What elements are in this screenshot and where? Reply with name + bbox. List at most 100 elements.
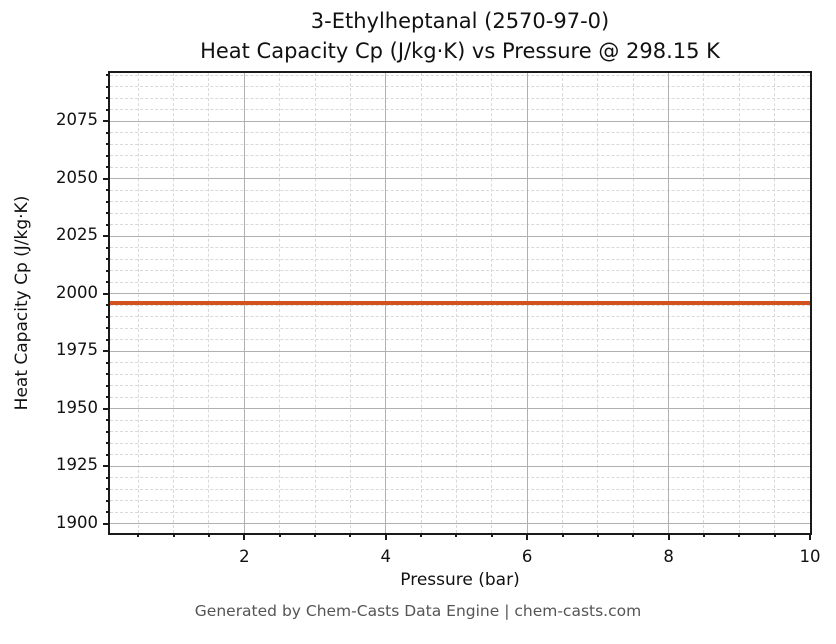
tick-y-minor [106, 246, 110, 249]
x-tick-label: 10 [799, 547, 821, 566]
gridline-y-minor [110, 258, 810, 260]
tick-x-minor [278, 533, 281, 537]
tick-y-minor [106, 384, 110, 387]
y-tick-label: 2000 [56, 282, 98, 302]
chart-title-line1: 3-Ethylheptanal (2570-97-0) [310, 9, 610, 33]
tick-x-minor [738, 533, 741, 537]
y-tick-label: 2025 [56, 225, 98, 245]
gridline-y-minor [110, 143, 810, 145]
gridline-y-minor [110, 281, 810, 283]
tick-y-minor [106, 453, 110, 456]
y-tick-label: 1925 [56, 455, 98, 475]
gridline-y-minor [110, 155, 810, 157]
gridline-y-minor [110, 247, 810, 249]
tick-x-minor [172, 533, 175, 537]
gridline-y-minor [110, 488, 810, 490]
tick-y-minor [106, 131, 110, 134]
tick-y-minor [106, 315, 110, 318]
gridline-y-major [110, 465, 810, 467]
tick-x-major [667, 533, 670, 540]
tick-y-minor [106, 442, 110, 445]
tick-y-major [103, 292, 110, 295]
tick-x-minor [455, 533, 458, 537]
tick-x-minor [702, 533, 705, 537]
gridline-y-major [110, 178, 810, 180]
gridline-y-major [110, 120, 810, 122]
tick-x-minor [207, 533, 210, 537]
tick-y-minor [106, 281, 110, 284]
x-tick-label: 2 [239, 547, 250, 566]
y-tick-label: 2050 [56, 167, 98, 187]
gridline-y-minor [110, 86, 810, 88]
gridline-y-minor [110, 500, 810, 502]
tick-y-minor [106, 97, 110, 100]
gridline-y-minor [110, 339, 810, 341]
tick-y-major [103, 120, 110, 123]
gridline-y-minor [110, 201, 810, 203]
gridline-y-minor [110, 132, 810, 134]
tick-x-major [384, 533, 387, 540]
tick-x-minor [632, 533, 635, 537]
tick-y-minor [106, 327, 110, 330]
footer-credit: Generated by Chem-Casts Data Engine | ch… [194, 602, 642, 620]
tick-x-minor [349, 533, 352, 537]
gridline-y-minor [110, 373, 810, 375]
y-axis-label: Heat Capacity Cp (J/kg·K) [12, 195, 32, 411]
gridline-y-minor [110, 442, 810, 444]
gridline-y-major [110, 350, 810, 352]
tick-y-minor [106, 85, 110, 88]
tick-y-minor [106, 258, 110, 261]
gridline-y-major [110, 235, 810, 237]
tick-y-minor [106, 499, 110, 502]
tick-y-minor [106, 373, 110, 376]
tick-y-major [103, 465, 110, 468]
tick-y-minor [106, 338, 110, 341]
gridline-y-minor [110, 166, 810, 168]
data-line-series [668, 301, 810, 305]
tick-y-minor [106, 488, 110, 491]
gridline-y-minor [110, 396, 810, 398]
tick-y-minor [106, 361, 110, 364]
gridline-y-minor [110, 224, 810, 226]
tick-y-minor [106, 189, 110, 192]
gridline-y-minor [110, 454, 810, 456]
tick-y-major [103, 522, 110, 525]
gridline-y-minor [110, 327, 810, 329]
tick-y-major [103, 177, 110, 180]
gridline-y-minor [110, 189, 810, 191]
gridline-y-major [110, 293, 810, 295]
tick-y-minor [106, 269, 110, 272]
x-tick-label: 4 [380, 547, 392, 566]
gridline-y-minor [110, 511, 810, 513]
data-line-series [385, 301, 528, 305]
gridline-y-minor [110, 477, 810, 479]
data-line-series [244, 301, 386, 305]
gridline-y-minor [110, 362, 810, 364]
gridline-y-minor [110, 74, 810, 76]
tick-y-minor [106, 511, 110, 514]
tick-x-major [526, 533, 529, 540]
tick-y-major [103, 407, 110, 410]
tick-y-major [103, 350, 110, 353]
gridline-y-minor [110, 97, 810, 99]
tick-y-minor [106, 74, 110, 77]
tick-y-minor [106, 476, 110, 479]
gridline-y-major [110, 408, 810, 410]
tick-y-minor [106, 396, 110, 399]
gridline-y-minor [110, 431, 810, 433]
data-line-series [527, 301, 669, 305]
gridline-y-minor [110, 109, 810, 111]
chart-title-line2: Heat Capacity Cp (J/kg·K) vs Pressure @ … [200, 39, 720, 63]
tick-x-minor [137, 533, 140, 537]
tick-x-minor [773, 533, 776, 537]
tick-y-minor [106, 108, 110, 111]
x-axis-label: Pressure (bar) [400, 570, 520, 590]
gridline-y-minor [110, 316, 810, 318]
tick-y-minor [106, 419, 110, 422]
tick-y-minor [106, 143, 110, 146]
tick-y-major [103, 235, 110, 238]
tick-y-minor [106, 166, 110, 169]
tick-x-major [243, 533, 246, 540]
